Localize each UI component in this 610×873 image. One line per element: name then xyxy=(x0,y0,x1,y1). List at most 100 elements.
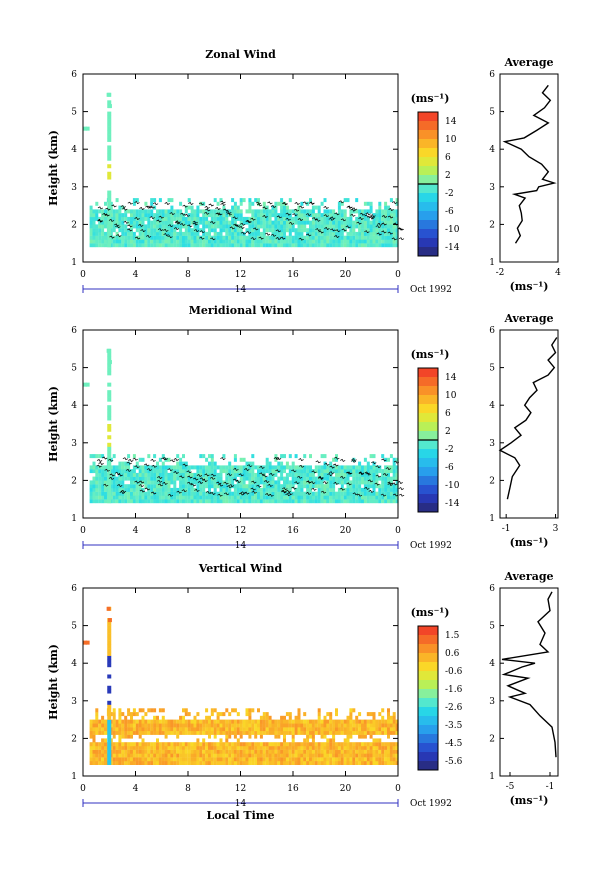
heatmap-cell xyxy=(283,727,286,732)
heatmap-cell xyxy=(375,476,379,481)
contour-segment xyxy=(139,207,145,210)
heatmap-cell xyxy=(231,469,235,474)
heatmap-cell xyxy=(121,469,125,474)
heatmap-cell xyxy=(329,228,333,233)
heatmap-cell xyxy=(231,224,235,229)
heatmap-cell xyxy=(366,749,370,754)
heatmap-cell xyxy=(138,469,142,474)
heatmap-cell xyxy=(369,723,373,728)
heatmap-cell xyxy=(216,484,220,489)
heatmap-cell xyxy=(300,730,304,735)
heatmap-cell xyxy=(378,487,382,492)
contour-segment xyxy=(269,472,275,476)
contour-segment xyxy=(108,218,115,222)
heatmap-spike-cell xyxy=(107,363,112,368)
heatmap-cell xyxy=(265,495,269,500)
heatmap-cell xyxy=(332,734,336,739)
heatmap-cell xyxy=(208,228,211,233)
contour-segment xyxy=(340,218,347,222)
contour-segment xyxy=(375,465,381,469)
heatmap-cell xyxy=(262,228,266,233)
heatmap-cell xyxy=(239,719,243,724)
heatmap-cell xyxy=(355,469,359,474)
contour-segment xyxy=(315,460,321,464)
heatmap-cell xyxy=(161,235,165,240)
heatmap-spike-cell xyxy=(107,194,112,199)
heatmap-cell xyxy=(158,730,162,735)
heatmap-cell xyxy=(233,727,237,732)
heatmap-cell xyxy=(170,480,174,485)
heatmap-cell xyxy=(112,742,116,747)
contour-segment xyxy=(298,205,305,209)
heatmap-spike-cell xyxy=(107,243,112,248)
heatmap-cell xyxy=(375,216,379,221)
heatmap-cell xyxy=(358,749,362,754)
heatmap-cell xyxy=(311,723,315,728)
contour-segment xyxy=(387,481,393,485)
heatmap-cell xyxy=(199,465,203,470)
heatmap-cell xyxy=(245,228,249,233)
heatmap-cell xyxy=(167,719,171,724)
avg-y-tick-label: 2 xyxy=(489,476,495,486)
heatmap-cell xyxy=(190,719,194,724)
contour-segment xyxy=(328,217,334,221)
heatmap-cell xyxy=(167,757,171,762)
heatmap-cell xyxy=(135,723,139,728)
heatmap-cell xyxy=(219,220,223,225)
heatmap-cell xyxy=(92,757,96,762)
heatmap-cell xyxy=(326,753,330,758)
colorbar-tick-label: 2 xyxy=(445,427,451,437)
heatmap-cell xyxy=(363,745,367,750)
heatmap-cell xyxy=(358,213,362,218)
heatmap-cell xyxy=(259,476,263,481)
heatmap-cell xyxy=(184,224,188,229)
heatmap-cell xyxy=(141,487,145,492)
average-frame xyxy=(499,329,559,519)
heatmap-spike-cell xyxy=(107,446,112,451)
heatmap-cell xyxy=(323,198,327,203)
heatmap-cell xyxy=(231,220,235,225)
heatmap-cell xyxy=(210,719,214,724)
heatmap-cell xyxy=(271,213,275,218)
heatmap-cell xyxy=(329,209,333,214)
heatmap-cell xyxy=(395,213,399,218)
heatmap-cell xyxy=(320,730,324,735)
heatmap-cell xyxy=(104,753,107,758)
heatmap-cell xyxy=(242,220,246,225)
heatmap-cell xyxy=(389,484,393,489)
heatmap-cell xyxy=(372,745,376,750)
heatmap-cell xyxy=(303,484,307,489)
heatmap-cell xyxy=(158,224,162,229)
heatmap-cell xyxy=(285,465,289,470)
heatmap-cell xyxy=(291,228,295,233)
heatmap-cell xyxy=(147,224,151,229)
heatmap-cell xyxy=(259,761,263,765)
heatmap-cell xyxy=(184,480,188,485)
heatmap-cell xyxy=(355,480,359,485)
heatmap-cell xyxy=(297,472,301,477)
heatmap-cell xyxy=(135,224,139,229)
heatmap-cell xyxy=(101,220,105,225)
heatmap-cell xyxy=(288,719,292,724)
heatmap-cell xyxy=(216,243,220,248)
colorbar-swatch xyxy=(418,707,438,717)
heatmap-cell xyxy=(395,457,399,462)
heatmap-cell xyxy=(311,753,315,758)
heatmap-cell xyxy=(219,216,223,221)
heatmap-cell xyxy=(196,228,200,233)
heatmap-cell xyxy=(317,235,321,240)
heatmap-cell xyxy=(349,491,353,496)
heatmap-cell xyxy=(225,209,229,214)
heatmap-cell xyxy=(384,235,388,240)
heatmap-cell xyxy=(340,480,344,485)
heatmap-cell xyxy=(323,472,327,477)
heatmap-cell xyxy=(254,213,258,218)
contour-segment xyxy=(217,493,223,497)
contour-segment xyxy=(323,206,329,209)
heatmap-cell xyxy=(271,745,275,750)
heatmap-cell xyxy=(309,198,312,203)
heatmap-cell xyxy=(352,727,356,732)
y-tick-label: 5 xyxy=(71,622,77,632)
heatmap-cell xyxy=(101,213,105,218)
heatmap-cell xyxy=(144,224,148,229)
